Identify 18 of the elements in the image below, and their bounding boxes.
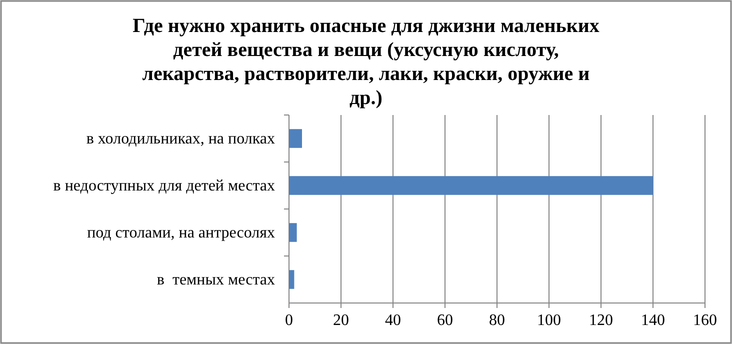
x-tick-label: 80 [489,312,505,329]
x-tick-label: 140 [641,312,665,329]
x-tick-label: 0 [285,312,293,329]
x-tick-label: 40 [385,312,401,329]
x-tick-label: 120 [589,312,613,329]
bar [289,223,297,242]
y-tick-label: в холодильниках, на полках [86,130,275,148]
bar [289,176,653,195]
chart-title: Где нужно хранить опасные для джизни маленьких детей вещества и вещи (уксусную кислоту, лекарства, растворители, лаки, краски, оружие и др.) [132,15,600,109]
y-tick-label: в темных местах [156,272,275,288]
x-tick-label: 160 [693,312,717,329]
x-tick-label: 100 [537,312,561,329]
y-tick-label: в недоступных для детей местах [53,178,275,194]
x-tick-label: 60 [437,312,453,329]
bar [289,270,294,289]
y-tick-label: под столами, на антресолях [87,224,275,242]
x-tick-label: 20 [333,312,349,329]
bar [289,129,302,148]
